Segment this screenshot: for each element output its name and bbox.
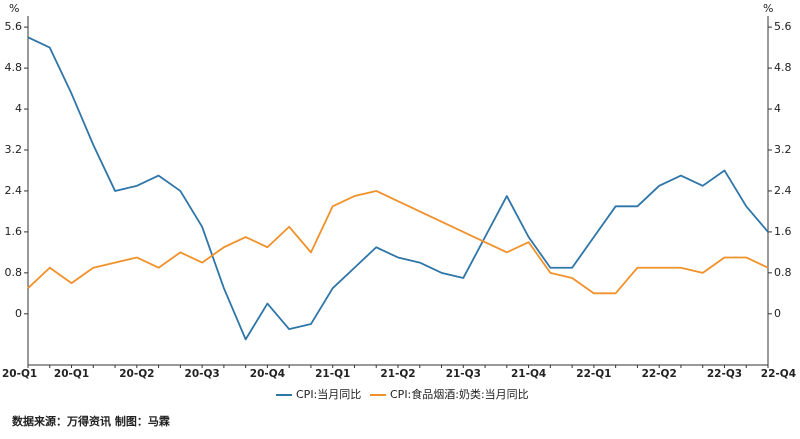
y2-tick-label: 1.6 [774, 225, 792, 238]
y2-tick-label: 4 [774, 102, 781, 115]
y-tick-label: 0 [15, 307, 22, 320]
x-tick-label: 20-Q2 [119, 368, 154, 380]
y2-tick-label: 0 [774, 307, 781, 320]
y2-tick-label: 5.6 [774, 20, 792, 33]
y-tick-label: 0.8 [5, 266, 23, 279]
y-tick-label: 4 [15, 102, 22, 115]
y2-tick-label: 2.4 [774, 184, 792, 197]
x-tick-label: 22-Q4 [761, 368, 796, 380]
y2-unit: % [763, 2, 773, 15]
x-tick-label: 21-Q3 [446, 368, 481, 380]
x-tick-label: 22-Q1 [576, 368, 611, 380]
y2-tick-label: 3.2 [774, 143, 792, 156]
x-tick-label: 21-Q1 [315, 368, 350, 380]
series-line [27, 190, 769, 295]
x-tick-label: 21-Q4 [511, 368, 546, 380]
y-tick-label: 1.6 [5, 225, 23, 238]
y-tick-label: 3.2 [5, 143, 23, 156]
x-tick-label: 20-Q1 [54, 368, 89, 380]
legend-label: CPI:食品烟酒:奶类:当月同比 [390, 387, 529, 401]
legend-label: CPI:当月同比 [296, 387, 361, 401]
y-tick-label: 5.6 [5, 20, 23, 33]
x-tick-label: 22-Q3 [707, 368, 742, 380]
y-tick-label: 4.8 [5, 61, 23, 74]
source: 数据来源：万得资讯 制图：马霖 [12, 414, 170, 428]
x-tick-label: 20-Q4 [250, 368, 285, 380]
x-tick-label: 20-Q1 [2, 368, 37, 380]
series-line [27, 36, 769, 341]
x-tick-label: 20-Q3 [185, 368, 220, 380]
y2-tick-label: 0.8 [774, 266, 792, 279]
y-tick-label: 2.4 [5, 184, 23, 197]
x-tick-label: 21-Q2 [380, 368, 415, 380]
x-tick-label: 22-Q2 [642, 368, 677, 380]
y2-tick-label: 4.8 [774, 61, 792, 74]
y-unit: % [9, 2, 19, 15]
